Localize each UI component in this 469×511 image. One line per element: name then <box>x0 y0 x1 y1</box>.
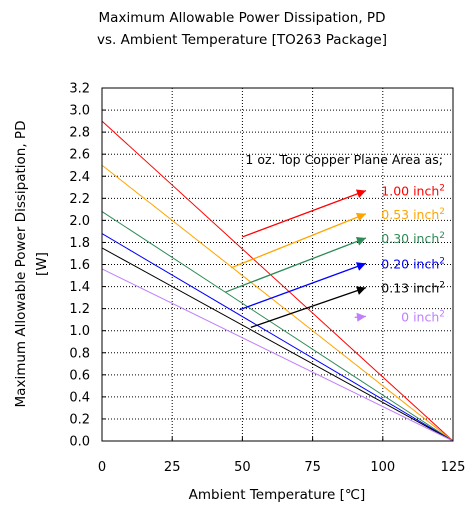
y-tick-label: 3.0 <box>69 104 90 119</box>
series-line <box>101 120 454 442</box>
legend-item: 0.13 inch2 <box>381 281 445 296</box>
x-tick-label: 125 <box>441 460 466 475</box>
y-tick-label: 2.2 <box>69 192 90 207</box>
legend-arrowhead <box>355 212 366 222</box>
series-lines <box>101 120 454 442</box>
y-tick-label: 1.2 <box>69 302 90 317</box>
series-line <box>101 247 454 442</box>
chart-title-line-1: Maximum Allowable Power Dissipation, PD <box>99 10 386 26</box>
legend-item-sup: 2 <box>439 309 445 319</box>
axis-ticks: 0 25 50 75 100 125 0.0 0.2 0.4 0.6 0.8 1.0 1.2 1.4 1.6… <box>69 82 465 476</box>
legend-arrowhead <box>355 286 366 295</box>
legend-item-sup: 2 <box>439 256 445 266</box>
series-line <box>101 233 454 442</box>
legend-item: 0.20 inch2 <box>381 256 445 271</box>
y-tick-label: 0.2 <box>69 412 90 427</box>
y-tick-label: 2.0 <box>69 214 90 229</box>
legend-item-sup: 2 <box>439 207 445 217</box>
legend: 1.00 inch2 0.53 inch2 0.30 inch2 0.20 inch2… <box>381 184 445 325</box>
legend-arrow <box>242 189 367 238</box>
legend-arrowhead <box>355 237 366 246</box>
legend-arrow <box>239 262 367 311</box>
x-tick-label: 75 <box>304 460 321 475</box>
x-tick-label: 100 <box>370 460 395 475</box>
legend-arrows <box>225 189 367 328</box>
legend-item-sup: 2 <box>439 281 445 291</box>
legend-item: 0.53 inch2 <box>381 207 445 222</box>
legend-arrowhead <box>356 312 366 322</box>
y-tick-label: 1.0 <box>69 324 90 339</box>
legend-item: 0 inch2 <box>401 309 445 324</box>
y-tick-label: 2.6 <box>69 148 90 163</box>
x-tick-label: 25 <box>164 460 181 475</box>
legend-header: 1 oz. Top Copper Plane Area as; <box>245 152 443 167</box>
y-tick-label: 1.6 <box>69 258 90 273</box>
legend-item: 0.30 inch2 <box>381 231 445 246</box>
series-line <box>101 164 454 442</box>
legend-arrowhead <box>355 262 366 271</box>
y-tick-label: 0.6 <box>69 368 90 383</box>
chart-title-line-2: vs. Ambient Temperature [TO263 Package] <box>97 32 387 48</box>
y-tick-label: 0.0 <box>69 435 90 450</box>
x-tick-label: 50 <box>234 460 251 475</box>
legend-arrow <box>250 287 367 328</box>
y-tick-label: 1.4 <box>69 280 90 295</box>
legend-item-sup: 2 <box>439 231 445 241</box>
x-tick-label: 0 <box>98 460 106 475</box>
y-tick-label: 3.2 <box>69 82 90 97</box>
y-tick-label: 1.8 <box>69 236 90 251</box>
legend-arrowhead <box>355 189 366 198</box>
legend-arrow <box>230 213 367 269</box>
x-axis-label: Ambient Temperature [℃] <box>189 487 366 503</box>
y-tick-label: 0.4 <box>69 390 90 405</box>
series-line <box>101 211 454 442</box>
legend-item-sup: 2 <box>439 184 445 194</box>
y-axis-label-line-1: Maximum Allowable Power Dissipation, PD <box>13 121 29 408</box>
series-line <box>101 268 454 442</box>
legend-arrow <box>225 237 367 293</box>
y-tick-label: 2.4 <box>69 170 90 185</box>
legend-item: 1.00 inch2 <box>381 184 445 199</box>
y-axis-label-line-2: [W] <box>34 252 50 276</box>
y-tick-label: 0.8 <box>69 346 90 361</box>
y-tick-label: 2.8 <box>69 126 90 141</box>
